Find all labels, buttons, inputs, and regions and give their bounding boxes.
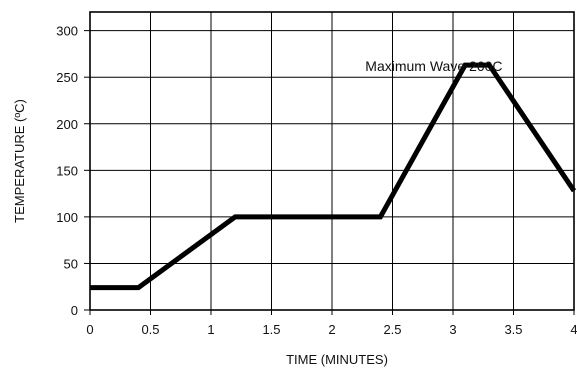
x-tick-label: 1	[207, 322, 214, 337]
series-group	[90, 62, 577, 291]
x-tick-label: 2	[328, 322, 335, 337]
y-tick-label: 50	[64, 256, 78, 271]
annotation-label: Maximum Wave 260C	[365, 58, 502, 74]
y-tick-label: 300	[56, 24, 78, 39]
x-tick-label: 3	[449, 322, 456, 337]
y-tick-label: 100	[56, 210, 78, 225]
y-tick-label: 150	[56, 163, 78, 178]
x-tick-label: 2.5	[383, 322, 401, 337]
y-tick-label: 0	[71, 303, 78, 318]
x-tick-label: 0.5	[141, 322, 159, 337]
x-tick-labels: 0 0.5 1 1.5 2 2.5 3 3.5 4	[86, 310, 577, 337]
y-tick-label: 250	[56, 70, 78, 85]
x-tick-label: 3.5	[504, 322, 522, 337]
annotation-group: Maximum Wave 260C	[365, 58, 502, 74]
y-tick-label: 200	[56, 117, 78, 132]
y-axis-label: TEMPERATURE (ºC)	[12, 99, 27, 223]
y-tick-labels: 0 50 100 150 200 250 300	[56, 24, 90, 318]
x-axis-label: TIME (MINUTES)	[286, 352, 388, 367]
x-tick-label: 0	[86, 322, 93, 337]
series-line	[90, 62, 577, 291]
x-tick-label: 4	[570, 322, 577, 337]
grid-lines	[89, 12, 575, 311]
x-tick-label: 1.5	[262, 322, 280, 337]
